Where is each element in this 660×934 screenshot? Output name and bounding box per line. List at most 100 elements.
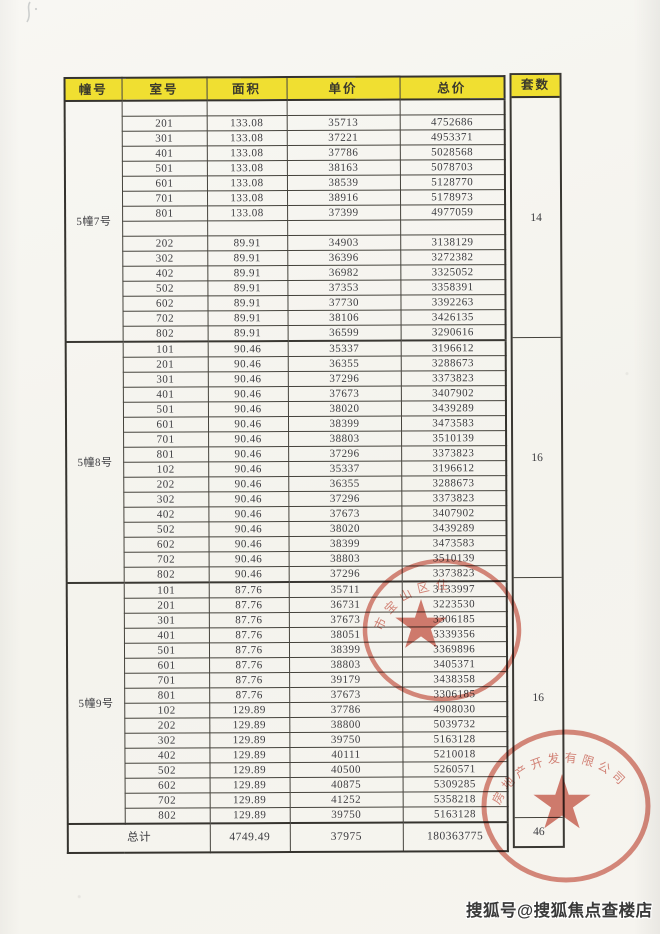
unit-price-cell: 38020: [288, 521, 402, 537]
table-row: 202 89.91 34903 3138129: [65, 234, 506, 252]
unit-price-cell: 36982: [287, 265, 401, 281]
total-price-cell: 3196612: [400, 340, 506, 357]
room-cell: 301: [123, 612, 209, 629]
area-cell: 133.08: [206, 130, 287, 146]
unit-price-cell: 38539: [286, 175, 400, 191]
unit-price-cell: 38106: [287, 310, 401, 326]
room-cell: 502: [122, 280, 208, 297]
room-cell: 302: [123, 491, 209, 508]
area-cell: 90.46: [208, 551, 289, 567]
table-row: 301 133.08 37221 4953371: [65, 129, 505, 147]
pen-mark: [26, 1, 38, 23]
room-cell: 401: [121, 145, 207, 162]
room-cell: 601: [124, 657, 210, 674]
room-cell: 602: [123, 536, 209, 553]
table-header-row: 幢号 室号 面积 单价 总价: [64, 76, 505, 102]
unit-price-cell: 38800: [289, 717, 403, 733]
total-price-cell: 3138129: [400, 234, 506, 251]
unit-price-cell: 37730: [287, 295, 401, 311]
unit-price-cell: 38803: [288, 431, 402, 447]
room-cell: 601: [122, 416, 209, 433]
room-cell: 101: [122, 341, 208, 358]
total-price-cell: [400, 219, 506, 236]
area-cell: 133.08: [206, 175, 287, 191]
table-row: 5幢8号 101 90.46 35337 3196612: [65, 340, 506, 584]
table-row: 601 133.08 38539 5128770: [65, 174, 505, 192]
room-cell: 701: [123, 431, 209, 448]
total-row: 总计 4749.49 37975 180363775: [67, 822, 508, 854]
room-cell: 602: [122, 295, 208, 312]
room-cell: 302: [122, 250, 208, 267]
area-cell: 133.08: [206, 160, 287, 176]
area-cell: 90.46: [207, 401, 288, 417]
area-cell: 90.46: [207, 356, 288, 372]
table-row: 701 133.08 38916 5178973: [65, 189, 506, 207]
area-cell: 90.46: [208, 446, 289, 462]
room-cell: 101: [123, 582, 209, 599]
total-price-cell: 3358391: [400, 279, 506, 296]
area-cell: 87.76: [208, 612, 289, 628]
area-cell: 90.46: [208, 521, 289, 537]
table-row: 501 90.46 38020 3439289: [66, 400, 506, 418]
table-row: 201 90.46 36355 3288673: [66, 355, 506, 373]
area-cell: 89.91: [207, 265, 288, 281]
area-cell: 89.91: [207, 280, 288, 296]
area-cell: 133.08: [207, 205, 288, 221]
room-cell: 302: [124, 732, 210, 749]
unit-price-cell: 38399: [287, 416, 402, 432]
unit-price-cell: 38916: [286, 190, 401, 206]
table-row: 602 129.89 40875 5309285: [68, 776, 508, 794]
unit-price-cell: [286, 99, 400, 116]
area-cell: 89.91: [207, 250, 288, 266]
unit-price-cell: 38163: [286, 160, 400, 176]
total-price-cell: 3392263: [400, 294, 506, 311]
room-cell: 501: [123, 642, 210, 659]
unit-price-cell: 37399: [287, 205, 401, 221]
area-cell: 89.91: [207, 310, 288, 326]
area-cell: 87.76: [209, 687, 290, 703]
unit-price-cell: 37353: [287, 280, 401, 296]
room-cell: 702: [124, 792, 210, 809]
room-cell: 801: [124, 687, 210, 704]
area-cell: 129.89: [209, 747, 290, 763]
area-cell: 90.46: [208, 476, 289, 492]
total-price-cell: 5178973: [399, 189, 506, 206]
room-cell: 502: [124, 762, 210, 779]
header-units: 套数: [511, 74, 560, 99]
total-label: 总计: [67, 823, 210, 854]
table-row: 702 129.89 41252 5358218: [68, 791, 508, 809]
unit-price-cell: 35337: [287, 340, 401, 357]
unit-price-cell: 37296: [288, 491, 402, 507]
table-row: 701 90.46 38803 3510139: [66, 430, 507, 448]
table-row: 402 89.91 36982 3325052: [65, 264, 506, 282]
total-price-cell: 3439289: [401, 520, 507, 537]
area-cell: 90.46: [208, 461, 289, 477]
total-price-cell: 4752686: [399, 114, 505, 131]
total-price-cell: 3473583: [400, 415, 507, 432]
area-cell: 90.46: [208, 491, 289, 507]
area-cell: 89.91: [207, 295, 288, 311]
units-count-section-2: 16: [512, 337, 562, 579]
table-row: 401 90.46 37673 3407902: [66, 385, 506, 403]
area-cell: 89.91: [207, 325, 288, 342]
unit-price-cell: 36396: [287, 250, 401, 266]
total-price-cell: 3325052: [400, 264, 506, 281]
room-cell: 301: [122, 371, 208, 388]
table-row: 202 129.89 38800 5039732: [67, 716, 508, 734]
unit-price-cell: 38399: [288, 536, 402, 552]
area-cell: 90.46: [208, 566, 289, 583]
table-row: 301 90.46 37296 3373823: [66, 370, 506, 388]
area-cell: 129.89: [209, 762, 290, 778]
table-row: 501 133.08 38163 5078703: [65, 159, 505, 177]
price-table-body: 5幢7号 201 133.08 35713 4752686 301 133.08 37221 4…: [64, 99, 508, 825]
room-cell: 801: [122, 205, 208, 222]
area-cell: 87.76: [208, 627, 289, 643]
table-row: 401 133.08 37786 5028568: [65, 144, 505, 162]
price-table: 幢号 室号 面积 单价 总价 5幢7号 201 133.08 35713 4752686…: [63, 75, 509, 855]
header-room: 室号: [121, 77, 207, 101]
header-building: 幢号: [64, 77, 122, 102]
table-row: 102 90.46 35337 3196612: [66, 460, 507, 478]
room-cell: 201: [122, 356, 208, 373]
unit-price-cell: 37673: [287, 386, 401, 402]
